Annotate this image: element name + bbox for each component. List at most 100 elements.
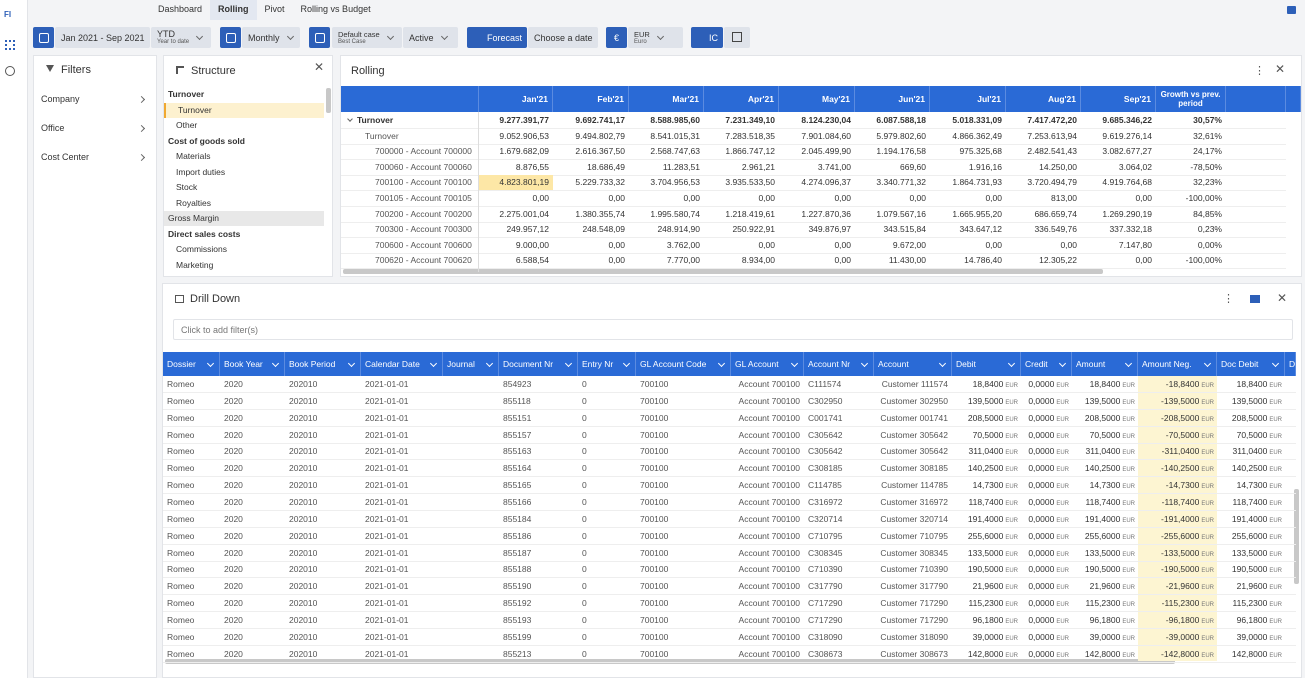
amount-cell: 0,0000 EUR bbox=[1021, 443, 1072, 461]
amount-cell: 115,2300 EUR bbox=[1072, 595, 1138, 613]
frequency-select[interactable]: Monthly bbox=[242, 27, 300, 48]
row-divider bbox=[341, 206, 1286, 207]
amount-cell: 208,5000 EUR bbox=[1072, 410, 1138, 428]
currency: EUR bbox=[1056, 416, 1069, 423]
scenario-select[interactable]: Default case Best Case bbox=[332, 27, 402, 48]
structure-item[interactable]: Direct sales costs bbox=[168, 228, 241, 239]
column-header: Journal bbox=[443, 352, 499, 376]
structure-item[interactable]: Cost of goods sold bbox=[168, 135, 245, 146]
structure-item[interactable]: Turnover bbox=[164, 102, 324, 118]
value-cell: 9.692.741,17 bbox=[575, 115, 625, 125]
ic-toggle[interactable] bbox=[724, 27, 750, 48]
print-button[interactable] bbox=[1250, 295, 1260, 303]
structure-item[interactable]: Marketing bbox=[176, 259, 214, 270]
filter-icon bbox=[46, 65, 54, 72]
currency: EUR bbox=[1122, 551, 1135, 558]
amount-cell: 18,8400 EUR bbox=[1072, 376, 1138, 394]
filter-item[interactable]: Cost Center bbox=[41, 152, 90, 162]
calendar-icon[interactable] bbox=[33, 27, 54, 48]
table-cell: 0 bbox=[582, 530, 587, 541]
menu-button[interactable]: ⋮ bbox=[1223, 293, 1234, 305]
amount-cell: -21,9600 EUR bbox=[1138, 578, 1217, 596]
table-cell: 0 bbox=[582, 564, 587, 575]
close-button[interactable]: ✕ bbox=[1277, 291, 1288, 305]
column-header: Account bbox=[874, 352, 952, 376]
currency-symbol[interactable]: € bbox=[606, 27, 627, 48]
value-cell: 4.919.764,68 bbox=[1102, 177, 1152, 188]
header-cell bbox=[341, 86, 479, 112]
forecast-button[interactable]: Forecast bbox=[467, 27, 527, 48]
value-cell: 8.876,55 bbox=[515, 161, 549, 172]
value-cell: 0,00 bbox=[532, 193, 549, 203]
neg-column-bg bbox=[1138, 376, 1217, 661]
table-cell: 0 bbox=[582, 446, 587, 457]
menu-button[interactable]: ⋮ bbox=[1254, 65, 1265, 77]
amount-cell: 21,9600 EUR bbox=[1217, 578, 1285, 596]
close-button[interactable]: ✕ bbox=[314, 60, 325, 74]
table-cell: 0 bbox=[582, 429, 587, 440]
ytd-select[interactable]: YTD Year to date bbox=[151, 27, 211, 48]
close-button[interactable]: ✕ bbox=[1275, 62, 1286, 76]
currency: EUR bbox=[1122, 484, 1135, 491]
growth-cell: 0,23% bbox=[1197, 224, 1222, 235]
frequency-icon[interactable] bbox=[220, 27, 241, 48]
ytd-sub: Year to date bbox=[157, 39, 190, 45]
nav-tab[interactable]: Rolling bbox=[210, 0, 257, 20]
amount: -18,8400 bbox=[1165, 379, 1200, 389]
currency: EUR bbox=[1056, 652, 1069, 659]
row-divider bbox=[163, 543, 1296, 545]
print-icon[interactable] bbox=[1287, 6, 1296, 14]
currency: EUR bbox=[1269, 618, 1282, 625]
table-cell: 2021-01-01 bbox=[365, 614, 409, 625]
amount: 0,0000 bbox=[1028, 631, 1055, 642]
globe-icon[interactable] bbox=[5, 66, 15, 76]
filter-item[interactable]: Office bbox=[41, 123, 65, 133]
currency-select[interactable]: EUR Euro bbox=[628, 27, 683, 48]
filter-input[interactable]: Click to add filter(s) bbox=[173, 319, 1293, 340]
period-button[interactable]: Jan 2021 - Sep 2021 bbox=[55, 27, 150, 48]
column-header: Sep'21 bbox=[1081, 86, 1156, 112]
structure-item[interactable]: Gross Margin bbox=[164, 211, 324, 226]
nav-tab[interactable]: Rolling vs Budget bbox=[300, 4, 371, 14]
structure-item[interactable]: Materials bbox=[176, 151, 211, 161]
structure-item[interactable]: Turnover bbox=[168, 89, 205, 99]
date: Choose a date bbox=[534, 32, 593, 43]
filter-item[interactable]: Company bbox=[41, 94, 80, 104]
currency: EUR bbox=[1269, 500, 1282, 507]
amount: 311,0400 bbox=[968, 446, 1004, 457]
row-divider bbox=[341, 159, 1286, 161]
currency: EUR bbox=[1201, 450, 1214, 457]
amount: -21,9600 bbox=[1165, 581, 1200, 592]
amount-cell: 191,4000 EUR bbox=[952, 511, 1021, 529]
amount: 190,5000 bbox=[1231, 564, 1268, 575]
structure-item[interactable]: Commissions bbox=[176, 244, 228, 254]
currency: EUR bbox=[1005, 568, 1018, 575]
amount-cell: 14,7300 EUR bbox=[1217, 477, 1285, 495]
structure-item[interactable]: Stock bbox=[176, 182, 198, 192]
currency: EUR bbox=[1269, 635, 1282, 642]
header-cell bbox=[1226, 86, 1286, 112]
structure-item[interactable]: Royalties bbox=[176, 197, 211, 208]
apps-icon[interactable] bbox=[5, 40, 15, 50]
table-cell: C710795 bbox=[808, 530, 843, 541]
amount: 70,5000 bbox=[1089, 429, 1121, 440]
amount-cell: 0,0000 EUR bbox=[1021, 612, 1072, 630]
table-cell: Romeo bbox=[167, 648, 195, 659]
table-cell: 202010 bbox=[289, 648, 318, 659]
ic-button[interactable]: IC bbox=[691, 27, 723, 48]
status-select[interactable]: Active bbox=[403, 27, 458, 48]
table-cell: C302950 bbox=[808, 395, 843, 406]
structure-item[interactable]: Other bbox=[176, 120, 198, 130]
column-header: Doc bbox=[1285, 352, 1296, 376]
app-badge[interactable]: FI bbox=[4, 10, 12, 19]
nav-tab[interactable]: Dashboard bbox=[158, 4, 203, 14]
growth-cell: 0,00% bbox=[1197, 239, 1222, 250]
date-button[interactable]: Choose a date bbox=[528, 27, 598, 48]
nav-tab[interactable]: Pivot bbox=[264, 4, 285, 14]
value-cell: 3.340.771,32 bbox=[876, 177, 926, 188]
scenario-icon[interactable] bbox=[309, 27, 330, 48]
row-divider bbox=[163, 442, 1296, 444]
table-cell: 2020 bbox=[224, 547, 243, 558]
structure-item[interactable]: Import duties bbox=[176, 166, 226, 177]
row-divider bbox=[163, 526, 1296, 528]
